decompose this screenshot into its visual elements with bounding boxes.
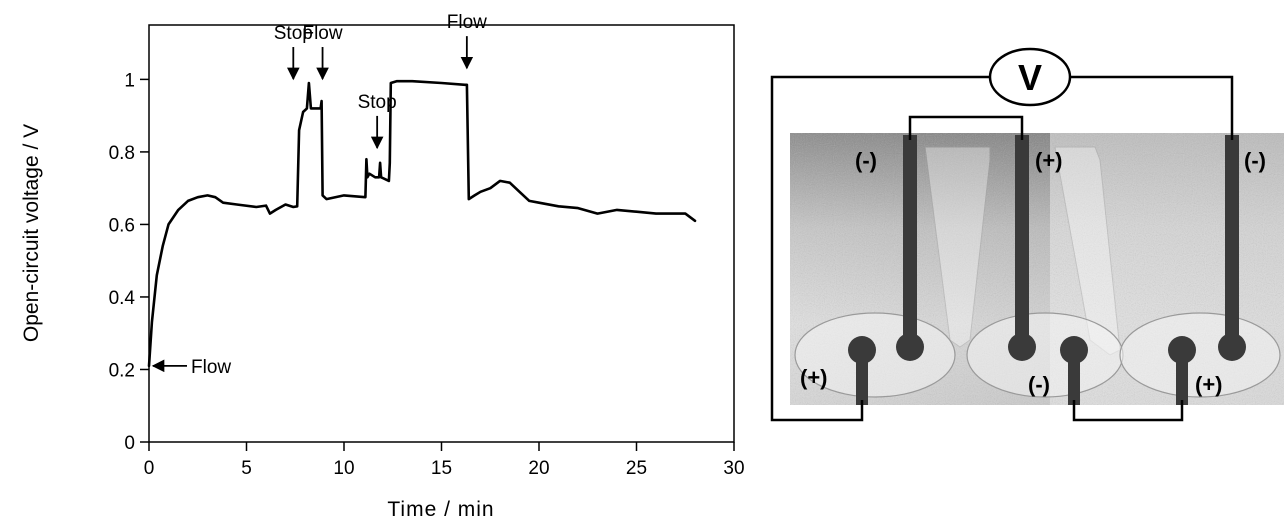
electrode-label-top-left: (-) xyxy=(855,148,877,173)
x-axis-label: Time / min xyxy=(387,498,494,521)
electrode-bottom-left xyxy=(848,336,876,405)
electrode-bottom-right xyxy=(1168,336,1196,405)
y-tick-label: 0.4 xyxy=(109,288,136,309)
electrode-top-middle xyxy=(1008,135,1036,361)
series-group xyxy=(147,79,697,368)
x-tick-label: 10 xyxy=(333,458,354,479)
annotation-label: Stop xyxy=(358,92,397,113)
voltmeter xyxy=(988,47,1072,107)
y-tick-label: 0.8 xyxy=(109,143,135,164)
y-tick-label: 0 xyxy=(124,433,135,454)
annotation-flow: Flow xyxy=(151,357,231,378)
device-diagram: V (-) (+) (-) (+) (-) (+) xyxy=(770,47,1284,422)
wire-voltmeter xyxy=(770,75,1234,422)
annotation-label: Flow xyxy=(447,12,487,33)
annotation-flow: Flow xyxy=(447,12,487,70)
wire-bottom-bridge xyxy=(1072,400,1184,422)
annotation-label: Stop xyxy=(274,23,313,44)
electrode-label-bottom-middle: (-) xyxy=(1028,372,1050,397)
x-tick-label: 30 xyxy=(723,458,744,479)
electrode-label-bottom-right: (+) xyxy=(1195,372,1223,397)
y-axis-label: Open-circuit voltage / V xyxy=(20,124,43,342)
electrode-label-bottom-left: (+) xyxy=(800,365,828,390)
annotation-label: Flow xyxy=(302,23,342,44)
y-axis-ticks: 0 0.2 0.4 0.6 0.8 1 xyxy=(109,70,149,454)
electrode-top-right xyxy=(1218,135,1246,361)
x-axis-ticks: 0 5 10 15 20 25 30 xyxy=(144,442,745,479)
series-line-0 xyxy=(147,79,697,368)
annotation-label: Flow xyxy=(191,357,231,378)
electrode-label-top-middle: (+) xyxy=(1035,148,1063,173)
x-tick-label: 0 xyxy=(144,458,155,479)
annotation-flow: Flow xyxy=(302,23,343,81)
reservoir-3 xyxy=(1119,312,1281,398)
electrode-top-left xyxy=(896,135,924,361)
plot-frame xyxy=(148,24,735,443)
wire-top-bridge xyxy=(908,115,1024,140)
x-tick-label: 25 xyxy=(626,458,647,479)
y-tick-label: 0.2 xyxy=(109,360,135,381)
y-tick-label: 0.6 xyxy=(109,215,135,236)
x-tick-label: 20 xyxy=(528,458,549,479)
electrode-bottom-middle xyxy=(1060,336,1088,405)
voltmeter-label: V xyxy=(1018,57,1042,98)
annotation-stop: Stop xyxy=(274,23,313,81)
y-tick-label: 1 xyxy=(124,70,135,91)
ocv-chart: 0 5 10 15 20 25 30 00.20.40.60.81 FlowStopFlow… xyxy=(20,12,745,521)
x-tick-label: 5 xyxy=(241,458,252,479)
annotation-stop: Stop xyxy=(358,92,397,150)
electrode-label-top-right: (-) xyxy=(1244,148,1266,173)
x-tick-label: 15 xyxy=(431,458,452,479)
